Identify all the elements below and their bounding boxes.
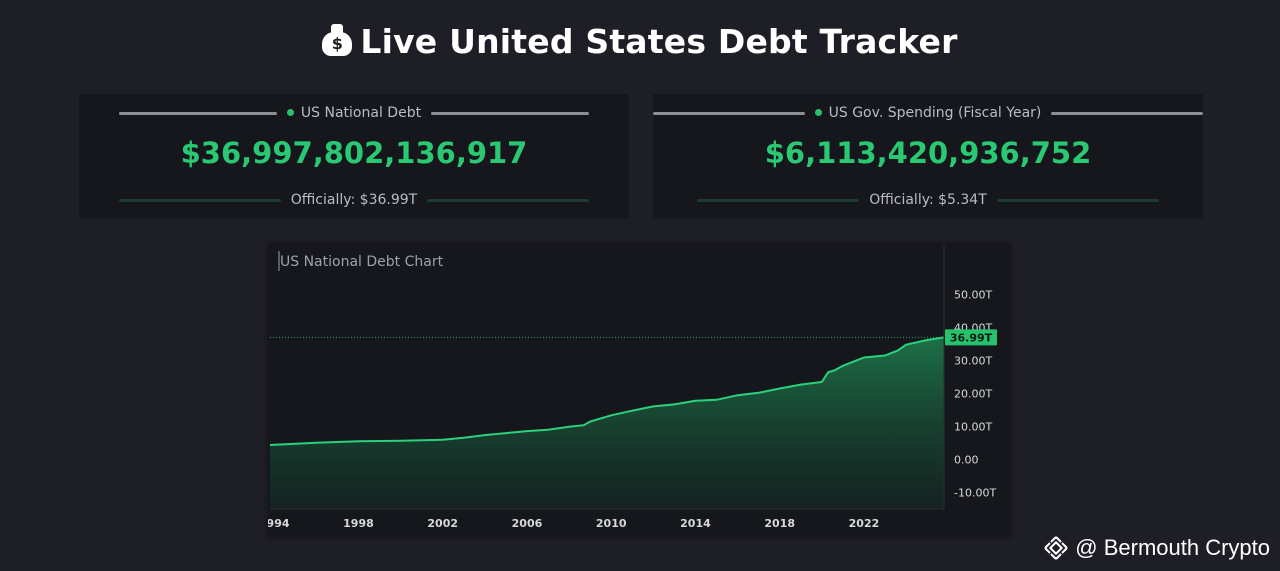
page-title: $ Live United States Debt Tracker [0,22,1280,61]
x-tick-label: 2010 [596,517,627,530]
debt-area [270,337,944,509]
card-label: US Gov. Spending (Fiscal Year) [814,105,1041,121]
watermark: @ Bermouth Crypto [1043,535,1270,561]
page-title-text: Live United States Debt Tracker [360,22,958,61]
y-tick-label: 30.00T [954,355,992,368]
national-debt-value: $36,997,802,136,917 [180,136,528,170]
y-tick-label: 10.00T [954,421,992,434]
debt-chart-svg[interactable]: US National Debt Chart 50.00T40.00T30.00… [268,243,1011,537]
watermark-text: @ Bermouth Crypto [1075,535,1270,560]
official-spending-label: Officially: $5.34T [869,192,987,208]
divider [431,111,590,115]
x-tick-label: 1998 [343,517,374,530]
official-debt-label: Officially: $36.99T [290,192,418,208]
x-tick-label: 2018 [764,517,795,530]
divider [118,111,277,115]
debt-chart[interactable]: US National Debt Chart 50.00T 40.00T 30.00… [268,243,1011,537]
divider [653,111,805,115]
divider [1051,111,1203,115]
x-tick-label: 2002 [427,517,458,530]
divider [996,198,1159,202]
divider [118,198,281,202]
divider [427,198,590,202]
y-tick-label: -10.00T [954,487,996,500]
debt-series-line [269,336,945,446]
x-tick-label: 1994 [268,517,290,530]
gov-spending-card: US Gov. Spending (Fiscal Year) $6,113,42… [653,94,1203,219]
y-tick-label: 20.00T [954,388,992,401]
live-dot-icon [814,109,822,116]
national-debt-card: US National Debt $36,997,802,136,917 Off… [79,94,629,219]
gov-spending-value: $6,113,420,936,752 [764,136,1092,170]
card-label: US National Debt [286,105,421,121]
x-tick-label: 2006 [512,517,543,530]
x-tick-label: 2022 [849,517,880,530]
x-tick-label: 2014 [680,517,711,530]
chart-title: US National Debt Chart [280,254,444,270]
divider [697,198,860,202]
live-dot-icon [286,109,294,116]
binance-logo-icon [1044,536,1068,560]
y-tick-label: 0.00 [954,454,979,467]
y-tick-label: 50.00T [954,289,992,302]
current-value-label: 36.99T [950,331,993,344]
current-value-badge [945,329,997,346]
money-bag-icon: $ [322,24,353,56]
